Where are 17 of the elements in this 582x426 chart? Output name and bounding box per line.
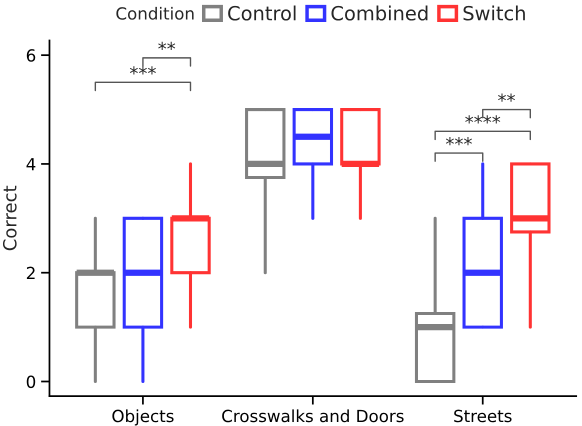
y-tick-label: 2 (26, 266, 35, 280)
y-tick-label: 4 (26, 158, 36, 170)
x-tick-label: Objects (112, 409, 174, 426)
legend-label: Switch (464, 6, 525, 21)
x-tick-label: Crosswalks and Doors (222, 409, 404, 422)
legend-label: Combined (331, 6, 428, 21)
annotation: *** (446, 136, 472, 146)
legend-label: Control (228, 6, 296, 21)
legend-title: Condition (116, 6, 194, 20)
annotation: *** (130, 66, 156, 75)
annotation: ** (498, 93, 516, 102)
y-tick-label: 6 (26, 49, 36, 62)
x-tick-label: Streets (454, 410, 512, 422)
y-axis-title: Correct (2, 186, 17, 250)
annotation: ** (158, 42, 176, 50)
annotation: **** (465, 115, 500, 124)
y-tick-label: 0 (26, 375, 36, 388)
